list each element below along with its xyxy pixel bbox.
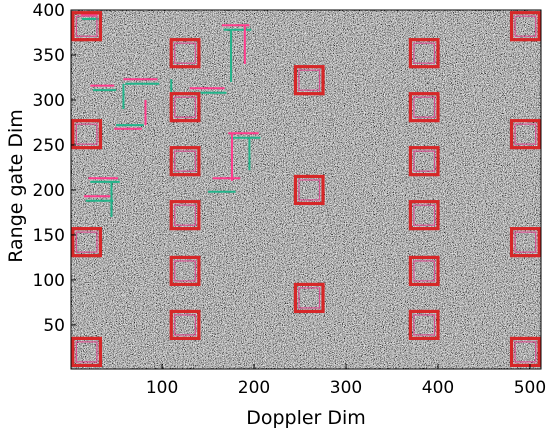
target-box (169, 200, 201, 231)
target-box (408, 92, 440, 123)
target-box (169, 309, 201, 341)
target-box-inner (174, 42, 196, 64)
chart-marks (71, 11, 541, 368)
target-box-inner (75, 123, 98, 145)
target-box-inner (174, 260, 196, 282)
x-axis-ticks: 100 200 300 400 500 (146, 364, 546, 398)
target-box-inner (174, 314, 196, 336)
x-tick-label: 200 (238, 378, 270, 398)
target-box (71, 336, 103, 368)
target-box (408, 38, 440, 69)
target-box-inner (413, 314, 436, 336)
target-box-inner (174, 204, 196, 226)
target-box-inner (298, 69, 321, 91)
y-tick-label: 150 (33, 226, 65, 246)
target-box-inner (298, 287, 321, 309)
target-box-inner (413, 150, 436, 172)
target-box-inner (413, 260, 436, 282)
speckle-noise-layer (71, 10, 541, 369)
target-box-inner (413, 96, 436, 118)
target-box (408, 309, 440, 341)
target-box (293, 65, 325, 96)
target-box (71, 11, 103, 42)
x-axis-label: Doppler Dim (246, 407, 366, 429)
y-tick-label: 350 (33, 46, 65, 66)
y-tick-label: 50 (43, 316, 65, 336)
x-tick-label: 500 (514, 378, 546, 398)
target-box (509, 336, 541, 368)
target-box-inner (413, 42, 436, 64)
target-box (169, 255, 201, 287)
target-box (71, 227, 103, 258)
y-tick-label: 400 (33, 1, 65, 21)
y-axis-ticks: 50 100 150 200 250 300 350 400 (33, 1, 76, 336)
target-box-inner (174, 150, 196, 172)
target-box (293, 282, 325, 314)
target-box-inner (514, 231, 537, 253)
target-box-inner (514, 123, 537, 145)
target-box-inner (514, 341, 537, 363)
target-box (408, 255, 440, 287)
target-box (293, 174, 325, 206)
target-box (408, 200, 440, 231)
y-tick-label: 300 (33, 91, 65, 111)
y-tick-label: 100 (33, 271, 65, 291)
x-tick-label: 400 (422, 378, 454, 398)
y-tick-label: 250 (33, 136, 65, 156)
y-axis-label: Range gate Dim (5, 109, 27, 263)
x-tick-label: 100 (146, 378, 178, 398)
target-box-inner (75, 15, 98, 37)
plot-area (70, 9, 542, 370)
target-box (509, 11, 541, 42)
target-box (169, 146, 201, 177)
target-box-inner (413, 204, 436, 226)
target-box (169, 38, 201, 69)
x-tick-label: 300 (330, 378, 362, 398)
target-box (509, 119, 541, 150)
target-box (71, 119, 103, 150)
target-box-inner (75, 341, 98, 363)
target-box (509, 227, 541, 258)
target-box-inner (75, 231, 98, 253)
y-tick-label: 200 (33, 181, 65, 201)
target-box (169, 92, 201, 123)
target-box-inner (174, 96, 196, 118)
target-box-inner (298, 179, 321, 201)
target-box (408, 146, 440, 177)
target-box-inner (514, 15, 537, 37)
